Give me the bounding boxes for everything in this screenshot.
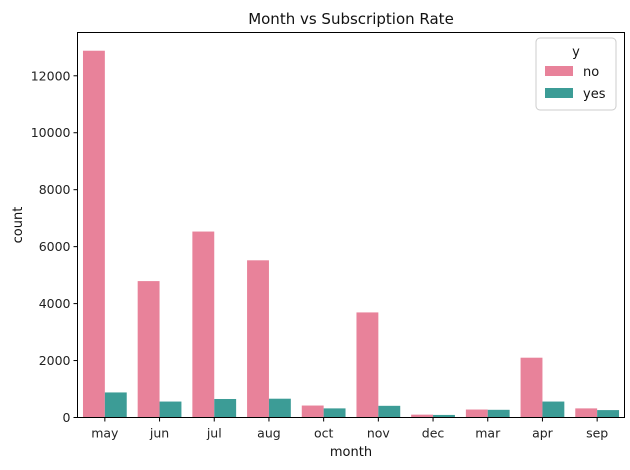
x-tick-label: jun <box>149 426 169 441</box>
chart-title: Month vs Subscription Rate <box>248 10 454 28</box>
legend-title: y <box>572 45 580 60</box>
x-tick-label: apr <box>532 426 554 441</box>
y-axis-label: count <box>11 207 26 244</box>
bar-sep-no <box>575 408 598 418</box>
legend-swatch-no <box>545 66 573 76</box>
y-axis-ticks: 0 2000 4000 6000 8000 10000 12000 <box>31 68 78 425</box>
x-tick-label: mar <box>475 426 501 441</box>
x-tick-label: jul <box>206 426 222 441</box>
y-tick-label: 4000 <box>39 296 71 311</box>
y-tick-label: 8000 <box>39 182 71 197</box>
bar-may-yes <box>104 392 127 418</box>
y-tick-label: 12000 <box>31 68 71 83</box>
bar-jun-yes <box>159 401 182 418</box>
bars-group <box>82 50 620 418</box>
y-tick-label: 2000 <box>39 353 71 368</box>
bar-jul-no <box>192 231 215 418</box>
y-tick-label: 10000 <box>31 125 71 140</box>
bar-apr-no <box>520 357 543 418</box>
bar-mar-yes <box>487 409 510 418</box>
legend-label-yes: yes <box>583 87 606 102</box>
bar-dec-yes <box>433 414 455 418</box>
bar-nov-yes <box>378 405 401 418</box>
bar-apr-yes <box>542 401 565 418</box>
bar-aug-no <box>247 260 269 418</box>
plot-frame <box>77 32 625 418</box>
y-tick-label: 6000 <box>39 239 71 254</box>
bar-dec-no <box>411 414 434 418</box>
bar-may-no <box>82 50 105 418</box>
bar-oct-yes <box>323 408 346 418</box>
x-tick-label: dec <box>422 426 445 441</box>
bar-jun-no <box>137 281 160 418</box>
legend-label-no: no <box>583 65 599 80</box>
x-axis-ticks: may jun jul aug oct nov dec mar apr sep <box>91 417 608 441</box>
x-tick-label: oct <box>314 426 334 441</box>
bar-mar-no <box>465 409 488 418</box>
x-tick-label: aug <box>257 426 281 441</box>
legend: y no yes <box>535 37 617 111</box>
x-tick-label: sep <box>586 426 608 441</box>
x-axis-label: month <box>330 445 372 460</box>
bar-sep-yes <box>597 410 620 418</box>
x-tick-label: nov <box>367 426 391 441</box>
bar-oct-no <box>301 405 324 418</box>
bar-jul-yes <box>214 398 237 418</box>
legend-swatch-yes <box>545 88 573 98</box>
y-tick-label: 0 <box>63 410 71 425</box>
x-tick-label: may <box>91 426 119 441</box>
bar-nov-no <box>356 312 379 418</box>
bar-aug-yes <box>268 398 291 418</box>
